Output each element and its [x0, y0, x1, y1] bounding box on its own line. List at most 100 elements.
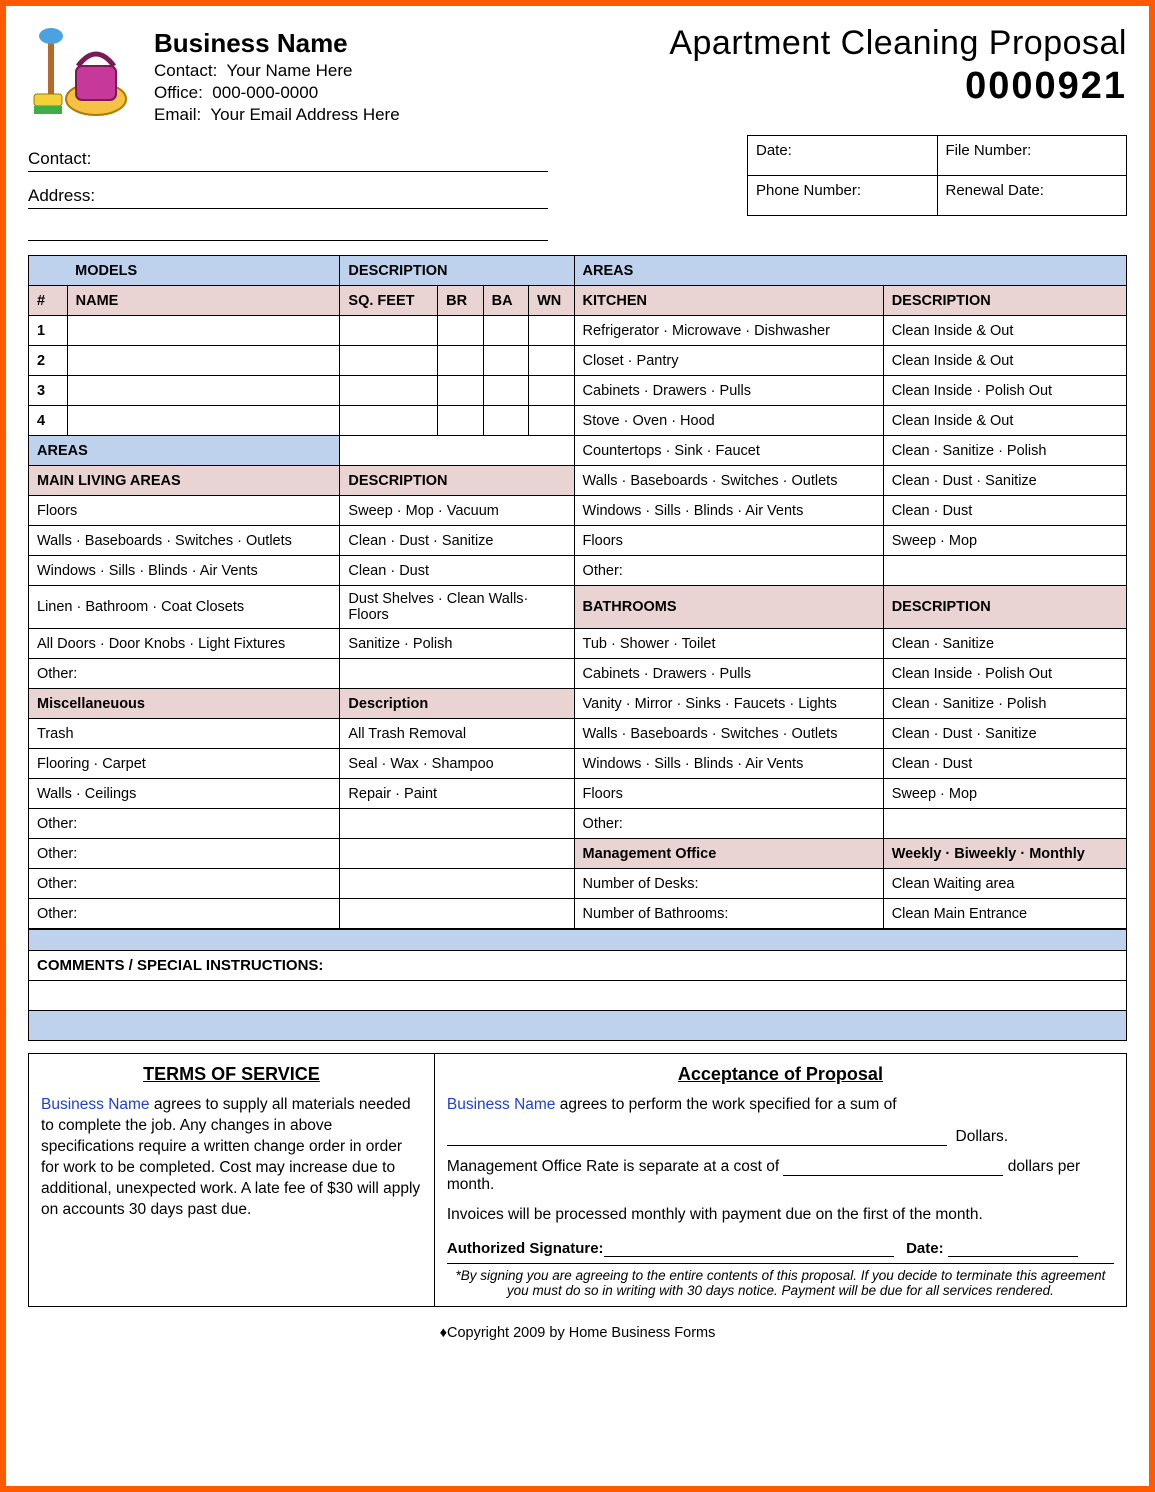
misc-other-desc[interactable] [340, 809, 574, 839]
table-row: Walls · Ceilings Repair · Paint Floors S… [29, 779, 1127, 809]
misc-other[interactable]: Other: [29, 809, 340, 839]
header: Business Name Contact: Your Name Here Of… [28, 24, 1127, 125]
wn-input[interactable] [529, 316, 574, 346]
br-input[interactable] [438, 376, 483, 406]
kitchen-item: Floors [574, 526, 883, 556]
kitchen-desc: Clean Inside & Out [883, 316, 1126, 346]
bath-item: Vanity · Mirror · Sinks · Faucets · Ligh… [574, 689, 883, 719]
left-areas-header: AREAS [29, 436, 340, 466]
br-input[interactable] [438, 406, 483, 436]
kitchen-desc: Clean Inside & Out [883, 346, 1126, 376]
comments-header: COMMENTS / SPECIAL INSTRUCTIONS: [28, 951, 1127, 981]
ba-input[interactable] [483, 406, 528, 436]
misc-other[interactable]: Other: [29, 839, 340, 869]
misc-other-desc[interactable] [340, 869, 574, 899]
model-name-input[interactable] [67, 376, 340, 406]
kitchen-other[interactable]: Other: [574, 556, 883, 586]
phone-field[interactable]: Phone Number: [748, 176, 938, 216]
signature-input[interactable] [604, 1243, 894, 1257]
email-label: Email: [154, 105, 201, 124]
br-input[interactable] [438, 316, 483, 346]
wn-input[interactable] [529, 346, 574, 376]
col-br: BR [438, 286, 483, 316]
main-other[interactable]: Other: [29, 659, 340, 689]
file-number-field[interactable]: File Number: [937, 136, 1127, 176]
contact-line: Contact: Your Name Here [154, 61, 400, 81]
header-right: Apartment Cleaning Proposal 0000921 [669, 24, 1127, 108]
table-row: Other: Number of Desks: Clean Waiting ar… [29, 869, 1127, 899]
wn-input[interactable] [529, 406, 574, 436]
sum-input[interactable] [447, 1132, 947, 1146]
main-desc: Sanitize · Polish [340, 629, 574, 659]
contact-field-label[interactable]: Contact: [28, 145, 548, 172]
bottom-section: TERMS OF SERVICE Business Name agrees to… [28, 1053, 1127, 1307]
mgmt-item[interactable]: Number of Bathrooms: [574, 899, 883, 929]
table-row: 3 Cabinets · Drawers · Pulls Clean Insid… [29, 376, 1127, 406]
areas-group-header: AREAS [574, 256, 1126, 286]
logo-icon [28, 24, 138, 119]
sqft-input[interactable] [340, 316, 438, 346]
models-header: MODELS [67, 256, 340, 286]
address-field-line2[interactable] [28, 215, 548, 241]
sqft-input[interactable] [340, 406, 438, 436]
br-input[interactable] [438, 346, 483, 376]
table-row: Other: Cabinets · Drawers · Pulls Clean … [29, 659, 1127, 689]
comments-line[interactable] [28, 981, 1127, 1011]
email-value: Your Email Address Here [210, 105, 399, 124]
main-desc: Clean · Dust [340, 556, 574, 586]
subheader: Contact: Address: Date: File Number: Pho… [28, 135, 1127, 241]
misc-other-desc[interactable] [340, 899, 574, 929]
sqft-input[interactable] [340, 346, 438, 376]
rate-input[interactable] [783, 1162, 1003, 1176]
kitchen-item: Refrigerator · Microwave · Dishwasher [574, 316, 883, 346]
misc-other-desc[interactable] [340, 839, 574, 869]
misc-other[interactable]: Other: [29, 869, 340, 899]
model-name-input[interactable] [67, 346, 340, 376]
acceptance-title: Acceptance of Proposal [447, 1064, 1114, 1085]
bath-other[interactable]: Other: [574, 809, 883, 839]
description-group-header: DESCRIPTION [340, 256, 574, 286]
renewal-field[interactable]: Renewal Date: [937, 176, 1127, 216]
bath-other-desc[interactable] [883, 809, 1126, 839]
bath-desc: Sweep · Mop [883, 779, 1126, 809]
col-name: NAME [67, 286, 340, 316]
kitchen-item: Closet · Pantry [574, 346, 883, 376]
main-other-desc[interactable] [340, 659, 574, 689]
page: Business Name Contact: Your Name Here Of… [0, 0, 1155, 1492]
misc-other[interactable]: Other: [29, 899, 340, 929]
mgmt-item[interactable]: Number of Desks: [574, 869, 883, 899]
model-name-input[interactable] [67, 316, 340, 346]
kitchen-desc: Sweep · Mop [883, 526, 1126, 556]
table-row: Miscellaneuous Description Vanity · Mirr… [29, 689, 1127, 719]
kitchen-other-desc[interactable] [883, 556, 1126, 586]
info-grid: Date: File Number: Phone Number: Renewal… [747, 135, 1127, 216]
table-row: Trash All Trash Removal Walls · Baseboar… [29, 719, 1127, 749]
col-num: # [29, 286, 68, 316]
ba-input[interactable] [483, 316, 528, 346]
misc-desc: Seal · Wax · Shampoo [340, 749, 574, 779]
signature-label: Authorized Signature: [447, 1240, 604, 1257]
bath-item: Windows · Sills · Blinds · Air Vents [574, 749, 883, 779]
model-name-input[interactable] [67, 406, 340, 436]
ba-input[interactable] [483, 376, 528, 406]
ba-input[interactable] [483, 346, 528, 376]
bathrooms-header: BATHROOMS [574, 586, 883, 629]
model-num: 2 [29, 346, 68, 376]
model-num: 3 [29, 376, 68, 406]
table-row: Other: Management Office Weekly · Biweek… [29, 839, 1127, 869]
date-field[interactable]: Date: [748, 136, 938, 176]
table-row: 1 Refrigerator · Microwave · Dishwasher … [29, 316, 1127, 346]
kitchen-item: Walls · Baseboards · Switches · Outlets [574, 466, 883, 496]
sqft-input[interactable] [340, 376, 438, 406]
bath-item: Cabinets · Drawers · Pulls [574, 659, 883, 689]
address-field-label[interactable]: Address: [28, 182, 548, 209]
wn-input[interactable] [529, 376, 574, 406]
kitchen-desc: Clean Inside & Out [883, 406, 1126, 436]
terms-body-text: agrees to supply all materials needed to… [41, 1096, 420, 1218]
main-desc: Clean · Dust · Sanitize [340, 526, 574, 556]
comments-blue-line[interactable] [28, 1011, 1127, 1041]
sig-date-input[interactable] [948, 1243, 1078, 1257]
table-row: All Doors · Door Knobs · Light Fixtures … [29, 629, 1127, 659]
misc-desc: All Trash Removal [340, 719, 574, 749]
main-item: Floors [29, 496, 340, 526]
